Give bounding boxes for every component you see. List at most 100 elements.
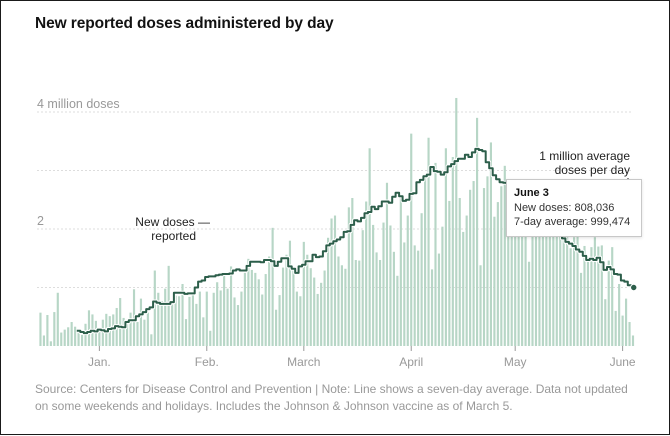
dose-bar bbox=[87, 310, 91, 346]
dose-bar bbox=[590, 247, 593, 346]
dose-bar bbox=[46, 314, 49, 346]
dose-bar bbox=[597, 246, 600, 346]
dose-bar bbox=[413, 245, 416, 346]
x-tick-label: Feb. bbox=[195, 355, 219, 369]
dose-bar bbox=[548, 221, 551, 346]
dose-bar bbox=[119, 298, 122, 346]
dose-bar bbox=[278, 295, 281, 346]
dose-bar bbox=[538, 197, 541, 346]
dose-bar bbox=[624, 298, 628, 346]
chart-title: New reported doses administered by day bbox=[35, 15, 334, 32]
dose-bar bbox=[126, 324, 129, 346]
tooltip-average-label: 7-day average: bbox=[514, 216, 588, 228]
dose-bar bbox=[167, 265, 170, 346]
dose-bar bbox=[389, 225, 392, 346]
dose-bar bbox=[250, 269, 253, 346]
dose-bar bbox=[129, 312, 132, 346]
tooltip-new-doses: New doses: 808,036 bbox=[514, 201, 634, 216]
dose-bar bbox=[552, 220, 555, 346]
annotation-new-doses-line2: reported bbox=[151, 229, 196, 243]
dose-bar bbox=[583, 245, 586, 346]
dose-bar bbox=[614, 310, 617, 346]
dose-bar bbox=[510, 216, 513, 346]
dose-bar bbox=[42, 335, 46, 346]
dose-bar bbox=[101, 319, 104, 346]
dose-bar bbox=[323, 270, 326, 346]
dose-bar bbox=[479, 265, 482, 346]
dose-bar bbox=[344, 268, 347, 346]
dose-bar bbox=[465, 215, 468, 346]
dose-bar bbox=[458, 197, 461, 346]
dose-bar bbox=[579, 272, 583, 346]
dose-bar bbox=[611, 247, 614, 346]
dose-bar bbox=[593, 237, 596, 346]
x-tick-label: April bbox=[399, 355, 423, 369]
dose-bar bbox=[157, 292, 160, 346]
tooltip-average: 7-day average: 999,474 bbox=[514, 215, 634, 230]
dose-bar bbox=[188, 296, 191, 346]
dose-bar bbox=[482, 188, 486, 346]
dose-bar bbox=[514, 194, 517, 346]
dose-bar bbox=[472, 181, 475, 346]
dose-bar bbox=[150, 334, 153, 346]
dose-bar bbox=[247, 258, 250, 346]
dose-bar bbox=[403, 242, 406, 346]
dose-bar bbox=[67, 327, 70, 346]
dose-bar bbox=[500, 186, 503, 346]
dose-bar bbox=[226, 288, 229, 346]
dose-bar bbox=[392, 251, 395, 346]
dose-bar bbox=[330, 218, 333, 346]
dose-bar bbox=[527, 261, 531, 346]
dose-bar bbox=[451, 157, 454, 346]
dose-bar bbox=[219, 290, 222, 346]
dose-bar bbox=[316, 293, 319, 346]
dose-bar bbox=[573, 237, 576, 346]
dose-bar bbox=[555, 205, 558, 346]
dose-bar bbox=[569, 248, 572, 346]
dose-bar bbox=[382, 222, 385, 346]
dose-bar bbox=[358, 260, 361, 346]
dose-bar bbox=[198, 291, 201, 346]
dose-bar bbox=[628, 322, 631, 346]
dose-bar bbox=[368, 148, 371, 346]
dose-bar bbox=[223, 275, 226, 346]
dose-bar bbox=[264, 274, 267, 346]
dose-bar bbox=[493, 216, 496, 346]
dose-bar bbox=[171, 304, 174, 346]
dose-bar bbox=[448, 200, 451, 346]
dose-bar bbox=[430, 269, 434, 346]
dose-bar bbox=[496, 202, 499, 346]
dose-bar bbox=[281, 267, 285, 346]
dose-bar bbox=[202, 317, 205, 346]
dose-bar bbox=[365, 201, 368, 346]
hover-tooltip: June 3 New doses: 808,036 7-day average:… bbox=[506, 179, 642, 237]
dose-bar bbox=[240, 291, 243, 346]
dose-bar bbox=[177, 296, 181, 346]
dose-bar bbox=[195, 303, 198, 346]
dose-bar bbox=[302, 241, 305, 346]
dose-bar bbox=[489, 142, 493, 346]
dose-bar bbox=[299, 296, 302, 346]
dose-bar bbox=[320, 282, 323, 346]
dose-bar bbox=[63, 329, 66, 346]
dose-bar bbox=[333, 215, 337, 346]
dose-bar bbox=[205, 291, 208, 346]
dose-bar bbox=[545, 224, 548, 346]
x-tick-label: May bbox=[504, 355, 527, 369]
dose-bar bbox=[503, 165, 506, 346]
annotation-average-line2: doses per day bbox=[555, 163, 630, 177]
dose-bar bbox=[236, 305, 240, 346]
dose-bar bbox=[212, 292, 215, 346]
dose-bar bbox=[243, 272, 246, 346]
dose-bar bbox=[562, 237, 565, 346]
dose-bar bbox=[507, 190, 510, 346]
dose-bar bbox=[295, 291, 298, 346]
dose-bar bbox=[354, 260, 357, 346]
dose-bar bbox=[98, 328, 101, 346]
y-tick-label: 2 bbox=[37, 214, 44, 228]
dose-bar bbox=[372, 224, 375, 346]
dose-bar bbox=[74, 326, 77, 346]
dose-bar bbox=[618, 283, 621, 346]
dose-bar bbox=[600, 245, 603, 346]
dose-bar bbox=[164, 288, 167, 346]
